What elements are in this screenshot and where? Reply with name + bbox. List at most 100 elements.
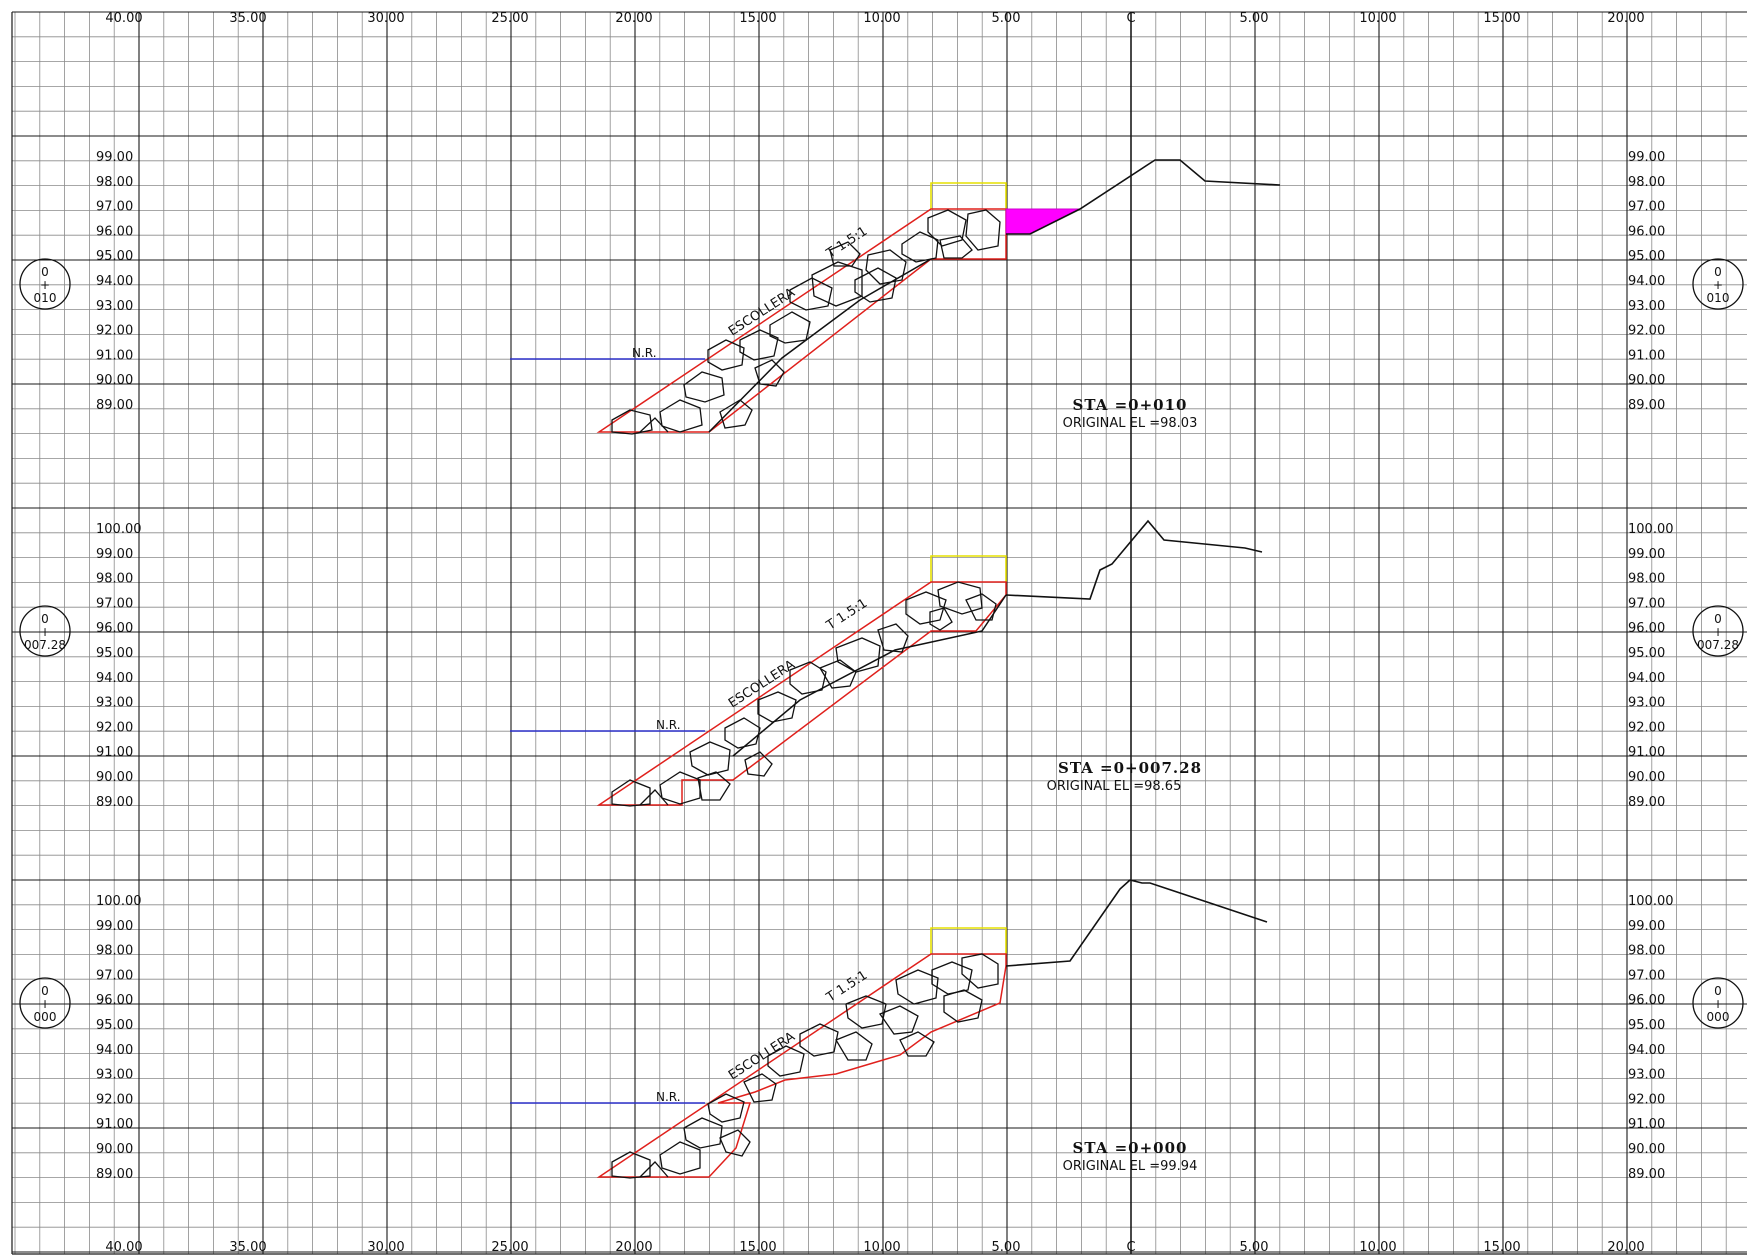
elevation-label: 94.00 (1628, 1043, 1665, 1058)
elevation-label: 93.00 (1628, 1068, 1665, 1083)
axis-bottom-label-2: 30.00 (367, 1240, 404, 1255)
elevation-label: 98.00 (1628, 175, 1665, 190)
elevation-label: 90.00 (96, 1142, 133, 1157)
elevation-label: 99.00 (1628, 547, 1665, 562)
axis-top-label-8: C (1126, 11, 1135, 26)
elevation-labels-left: 99.00 98.00 97.00 96.00 95.00 94.00 93.00 92.00… (96, 150, 133, 413)
elevation-label: 91.00 (96, 1117, 133, 1132)
station-marker-left-bot: 010 (34, 291, 57, 305)
elevation-label: 100.00 (1628, 522, 1674, 537)
elevation-label: 100.00 (96, 522, 142, 537)
elevation-label: 100.00 (1628, 894, 1674, 909)
elevation-labels-left: 100.00 99.00 98.00 97.00 96.00 95.00 94.00 93.0… (96, 522, 142, 810)
elevation-label: 90.00 (1628, 373, 1665, 388)
elevation-label: 97.00 (96, 200, 133, 215)
elevation-label: 95.00 (1628, 249, 1665, 264)
axis-top-label-2: 30.00 (367, 11, 404, 26)
axis-top-label-6: 10.00 (863, 11, 900, 26)
elevation-label: 94.00 (96, 274, 133, 289)
elevation-label: 95.00 (1628, 1018, 1665, 1033)
station-label: STA =0+007.28 (1058, 759, 1202, 777)
axis-bottom-label-5: 15.00 (739, 1240, 776, 1255)
station-marker-right-mid: + (1713, 625, 1723, 639)
axis-bottom-label-6: 10.00 (863, 1240, 900, 1255)
elevation-label: 92.00 (1628, 324, 1665, 339)
elevation-label: 92.00 (1628, 720, 1665, 735)
elevation-label: 98.00 (96, 944, 133, 959)
axis-top-label-0: 40.00 (105, 11, 142, 26)
ground-profile (1005, 879, 1268, 967)
elevation-label: 92.00 (96, 720, 133, 735)
station-marker-left: 0 + 010 (19, 258, 71, 310)
elevation-label: 93.00 (1628, 299, 1665, 314)
elevation-label: 90.00 (1628, 1142, 1665, 1157)
elevation-label: 96.00 (96, 993, 133, 1008)
station-marker-right-bot: 007.28 (1697, 638, 1739, 652)
section-0-007-28: 100.00 99.00 98.00 97.00 96.00 95.00 94.00 93.0… (19, 519, 1744, 810)
original-elevation-label: ORIGINAL EL =99.94 (1063, 1159, 1198, 1174)
riprap-base-line (732, 594, 1007, 757)
elevation-label: 89.00 (1628, 398, 1665, 413)
elevation-label: 96.00 (96, 621, 133, 636)
water-level-label: N.R. (632, 346, 657, 360)
station-marker-left-top: 0 (41, 265, 49, 279)
elevation-label: 93.00 (1628, 696, 1665, 711)
crown-outline (930, 555, 1007, 582)
riprap-rocks (611, 209, 1001, 435)
elevation-label: 90.00 (96, 770, 133, 785)
elevation-label: 98.00 (1628, 572, 1665, 587)
axis-top-label-1: 35.00 (229, 11, 266, 26)
elevation-label: 95.00 (96, 646, 133, 661)
ground-profile (1005, 519, 1263, 600)
elevation-labels-right: 100.00 99.00 98.00 97.00 96.00 95.00 94.00 93.0… (1628, 894, 1674, 1182)
offset-axis-bottom: 40.00 35.00 30.00 25.00 20.00 15.00 10.0… (105, 1240, 1644, 1255)
major-grid (11, 11, 1747, 1255)
elevation-label: 98.00 (96, 175, 133, 190)
axis-top-label-4: 20.00 (615, 11, 652, 26)
elevation-label: 89.00 (1628, 795, 1665, 810)
axis-bottom-label-9: 5.00 (1240, 1240, 1269, 1255)
crown-outline (930, 182, 1007, 209)
minor-grid (12, 11, 1747, 1254)
axis-top-label-12: 20.00 (1607, 11, 1644, 26)
elevation-label: 89.00 (96, 398, 133, 413)
riprap-base-line (708, 258, 932, 433)
elevation-labels-left: 100.00 99.00 98.00 97.00 96.00 95.00 94.00 93.0… (96, 894, 142, 1182)
elevation-label: 91.00 (1628, 745, 1665, 760)
station-marker-left: 0 + 007.28 (19, 605, 71, 657)
elevation-label: 90.00 (1628, 770, 1665, 785)
station-marker-right: 0 + 010 (1692, 258, 1744, 310)
elevation-labels-right: 100.00 99.00 98.00 97.00 96.00 95.00 94.00 93.0… (1628, 522, 1674, 810)
elevation-label: 96.00 (1628, 224, 1665, 239)
elevation-label: 95.00 (96, 249, 133, 264)
elevation-label: 100.00 (96, 894, 142, 909)
elevation-label: 91.00 (1628, 1117, 1665, 1132)
elevation-label: 94.00 (96, 1043, 133, 1058)
elevation-label: 91.00 (1628, 348, 1665, 363)
elevation-label: 97.00 (96, 968, 133, 983)
station-marker-right-top: 0 (1714, 612, 1722, 626)
original-elevation-label: ORIGINAL EL =98.03 (1063, 416, 1198, 431)
axis-bottom-label-0: 40.00 (105, 1240, 142, 1255)
axis-top-label-10: 10.00 (1359, 11, 1396, 26)
station-label: STA =0+000 (1073, 1139, 1188, 1157)
elevation-label: 99.00 (96, 919, 133, 934)
axis-top-label-11: 15.00 (1483, 11, 1520, 26)
elevation-label: 94.00 (1628, 671, 1665, 686)
elevation-label: 96.00 (1628, 993, 1665, 1008)
axis-bottom-label-12: 20.00 (1607, 1240, 1644, 1255)
station-label: STA =0+010 (1073, 396, 1188, 414)
section-0-010: 99.00 98.00 97.00 96.00 95.00 94.00 93.00 92.00… (19, 150, 1744, 435)
station-marker-right: 0 + 000 (1692, 977, 1744, 1029)
station-marker-right-bot: 010 (1707, 291, 1730, 305)
axis-bottom-label-8: C (1126, 1240, 1135, 1255)
axis-bottom-label-1: 35.00 (229, 1240, 266, 1255)
station-marker-right-mid: + (1713, 278, 1723, 292)
station-marker-right: 0 + 007.28 (1692, 605, 1744, 657)
station-marker-right-bot: 000 (1707, 1010, 1730, 1024)
elevation-label: 93.00 (96, 1068, 133, 1083)
station-marker-left: 0 + 000 (19, 977, 71, 1029)
elevation-label: 97.00 (1628, 968, 1665, 983)
section-0-000: 100.00 99.00 98.00 97.00 96.00 95.00 94.00 93.0… (19, 879, 1744, 1182)
